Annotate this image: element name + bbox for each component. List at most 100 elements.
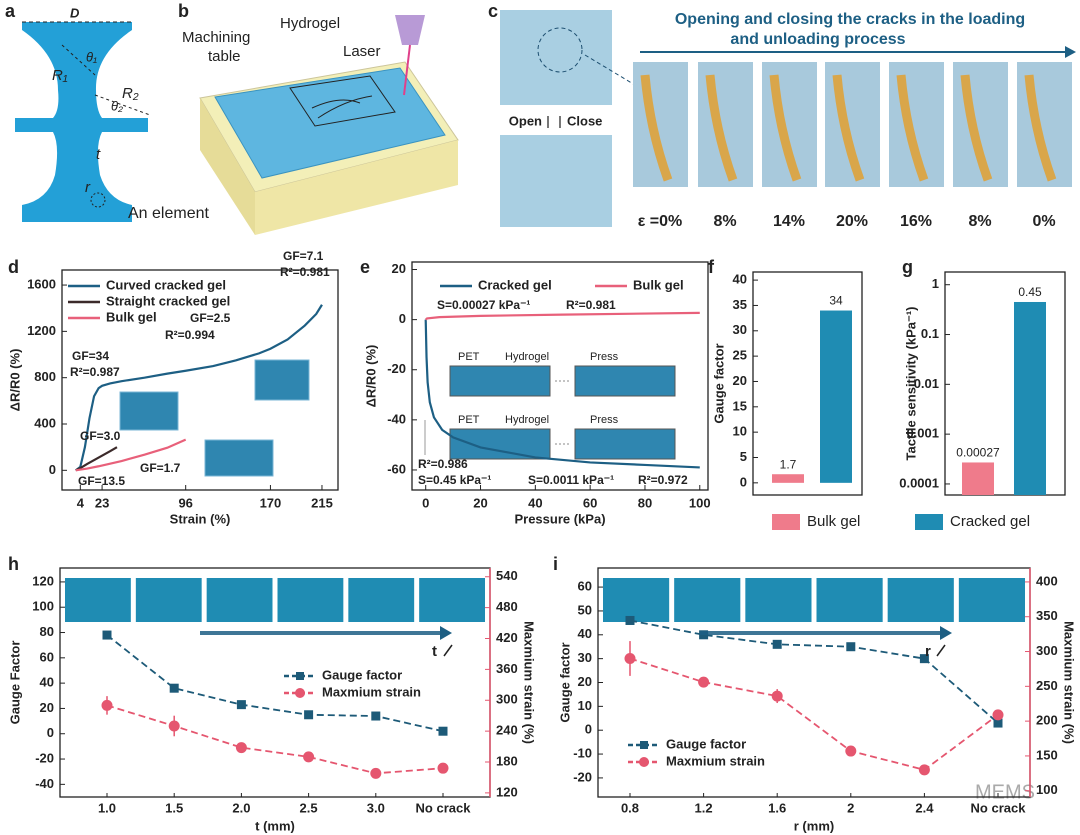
crack <box>769 74 802 182</box>
y2-tick-label: 540 <box>496 568 518 583</box>
panel-b: b Machining table Hydrogel Laser <box>178 1 459 235</box>
y-tick-label: 0.001 <box>906 426 939 441</box>
inset <box>119 391 179 431</box>
series-line <box>424 319 700 469</box>
x-tick-label: 80 <box>638 495 652 510</box>
x-tick-label: 0.8 <box>621 800 639 815</box>
panel-c: c Opening and closing the cracks in the … <box>488 1 1076 227</box>
y-tick-label: 25 <box>733 348 747 363</box>
inset <box>449 365 551 397</box>
legend-swatch <box>772 514 800 530</box>
x-tick-label: 100 <box>689 495 711 510</box>
y-tick-label: 0 <box>740 474 747 489</box>
label: Laser <box>343 43 381 60</box>
legend-label: Curved cracked gel <box>106 277 226 292</box>
annotation: R²=0.986 <box>418 457 468 471</box>
x-tick-label: 4 <box>77 495 85 510</box>
inset-label: PET <box>458 351 480 363</box>
y-tick-label: 20 <box>392 261 406 276</box>
x-tick-label: 1.2 <box>695 800 713 815</box>
radius-line <box>94 94 151 116</box>
inset-label: PET <box>458 414 480 426</box>
y2-tick-label: 480 <box>496 599 518 614</box>
thumbnail <box>674 578 741 622</box>
marker <box>772 639 782 649</box>
y2-tick-label: 250 <box>1036 678 1058 693</box>
inset <box>449 428 551 460</box>
annotation: GF=2.5 <box>190 311 231 325</box>
x-tick-label: 3.0 <box>367 800 385 815</box>
marker <box>168 720 180 732</box>
label: Open <box>509 113 542 128</box>
y-tick-label: 1200 <box>27 323 56 338</box>
marker <box>235 742 247 754</box>
label: R₁ <box>52 67 68 84</box>
x-tick-label: 40 <box>528 495 542 510</box>
y-tick-label: 1600 <box>27 276 56 291</box>
y-tick-label: 10 <box>733 424 747 439</box>
inset <box>574 428 676 460</box>
marker <box>169 683 179 693</box>
series-line <box>106 704 444 775</box>
watermark: MEMS <box>975 781 1035 803</box>
inset <box>254 359 310 401</box>
plot-frame <box>411 261 709 491</box>
marker <box>371 711 381 721</box>
y-tick-label: -20 <box>387 361 406 376</box>
x-tick-label: 215 <box>311 495 333 510</box>
value-label: 0.00027 <box>956 446 1000 460</box>
thumbnail <box>745 578 812 622</box>
y-tick-label: 120 <box>32 573 54 588</box>
zoom-circle <box>537 27 583 73</box>
y-tick-label: 0 <box>47 725 54 740</box>
plot-frame <box>752 271 863 496</box>
y2-tick-label: 400 <box>1036 573 1058 588</box>
y-tick-label: 35 <box>733 297 747 312</box>
y2-tick-label: 200 <box>1036 713 1058 728</box>
y-tick-label: -10 <box>573 746 592 761</box>
photo-strip <box>633 62 1072 187</box>
x-axis-label: t (mm) <box>255 818 295 833</box>
label: table <box>208 48 241 65</box>
marker <box>236 700 246 710</box>
series-line <box>75 304 323 472</box>
photo <box>500 10 612 105</box>
marker <box>624 652 636 664</box>
marker <box>102 630 112 640</box>
thumbnail <box>65 578 131 622</box>
title: Opening and closing the cracks in the lo… <box>675 11 1025 28</box>
marker <box>993 718 1003 728</box>
legend-marker <box>640 741 648 749</box>
thumbnail <box>958 578 1025 622</box>
thumbnail <box>887 578 954 622</box>
x-tick-label: 23 <box>95 495 109 510</box>
annotation: R²=0.981 <box>280 265 330 279</box>
marker <box>845 745 857 757</box>
x-tick-label: 20 <box>473 495 487 510</box>
legend-label: Bulk gel <box>106 309 157 324</box>
thumbnail <box>277 578 344 622</box>
y-tick-label: 0.1 <box>921 326 939 341</box>
legend-label: Cracked gel <box>950 513 1030 530</box>
y-tick-label: 80 <box>40 624 54 639</box>
legend-label: Gauge factor <box>322 667 402 682</box>
label: Close <box>567 113 602 128</box>
plot-frame <box>944 271 1066 496</box>
y-tick-label: -40 <box>35 776 54 791</box>
annotation: r <box>925 643 931 660</box>
strain-label: 14% <box>773 213 805 230</box>
annotation: t <box>432 643 437 660</box>
y2-tick-label: 350 <box>1036 608 1058 623</box>
crack <box>705 74 738 182</box>
series-line <box>629 619 999 724</box>
y-tick-label: 30 <box>733 322 747 337</box>
marker <box>437 762 449 774</box>
series-line <box>75 438 187 472</box>
y2-axis-label: Maxmium strain (%) <box>522 621 537 744</box>
y-tick-label: 20 <box>40 700 54 715</box>
x-tick-label: 2 <box>847 800 854 815</box>
x-tick-label: 2.4 <box>915 800 934 815</box>
y-tick-label: -40 <box>387 411 406 426</box>
legend-label: Maxmium strain <box>666 753 765 768</box>
